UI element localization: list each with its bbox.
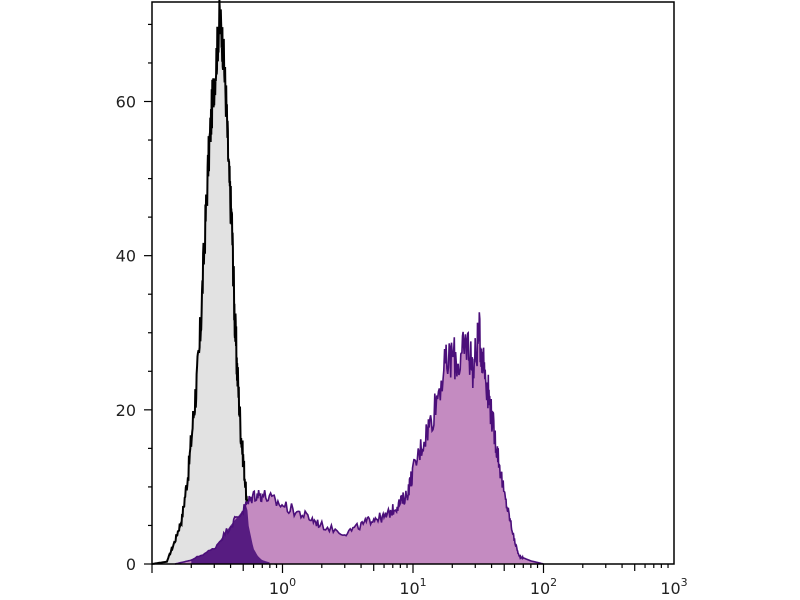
series-1-fill [152,0,277,564]
y-tick-label-0: 0 [126,555,136,574]
label-layer: 0 20 40 60 100 101 102 103 [116,93,688,599]
overlap-fill [191,505,270,564]
x-tick-label-10^1: 101 [399,576,426,598]
y-tick-label-60: 60 [116,93,136,112]
series-2-outline [174,312,544,565]
tick-layer [144,23,669,573]
x-tick-label-10^0: 100 [269,576,296,598]
y-tick-label-20: 20 [116,401,136,420]
y-tick-label-40: 40 [116,247,136,266]
x-tick-label-10^2: 102 [530,576,557,598]
x-tick-label-10^3: 103 [660,576,687,598]
series-layer [151,0,544,565]
